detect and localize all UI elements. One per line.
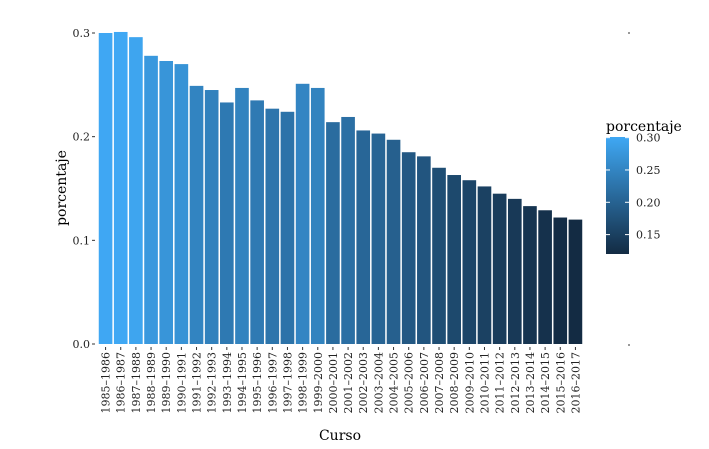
legend: porcentaje 0.15 0.20 0.25 0.30 (606, 119, 682, 254)
bar-1987–1988 (129, 37, 143, 345)
x-tick-label: 1990–1991 (175, 352, 188, 414)
x-tick-label: 2007–2008 (433, 352, 446, 414)
x-tick-label: 2016–2017 (569, 352, 582, 414)
x-tick-label: 1994–1995 (236, 352, 249, 414)
bar-2016–2017 (568, 219, 583, 344)
bar-1995–1996 (250, 100, 264, 344)
x-tick-label: 2008–2009 (448, 352, 461, 414)
x-tick-label: 2000–2001 (327, 352, 340, 414)
bar-1991–1992 (189, 85, 204, 345)
x-tick-label: 1988–1989 (145, 352, 158, 414)
x-tick-label: 2002–2003 (357, 352, 370, 414)
x-tick-label: 2005–2006 (403, 352, 416, 414)
bars-group (98, 31, 583, 345)
x-tick-label: 2010–2011 (478, 352, 491, 414)
x-tick-label: 1985–1986 (100, 352, 113, 414)
x-tick-label: 1987–1988 (130, 352, 143, 414)
bar-1999–2000 (310, 87, 325, 344)
bar-1986–1987 (113, 31, 128, 345)
bar-2006–2007 (417, 156, 431, 344)
bar-2003–2004 (371, 133, 386, 344)
x-tick-label: 2015–2016 (554, 352, 567, 414)
legend-title: porcentaje (606, 119, 682, 135)
x-tick-label: 1989–1990 (160, 352, 173, 414)
bar-2000–2001 (326, 122, 340, 345)
legend-tick-label: 0.15 (636, 229, 661, 242)
bar-2008–2009 (447, 175, 461, 344)
bar-2004–2005 (386, 139, 401, 344)
x-tick-label: 1992–1993 (206, 352, 219, 414)
bar-2012–2013 (507, 198, 522, 344)
y-tick-label: 0.0 (73, 338, 91, 351)
bar-2010–2011 (477, 186, 492, 344)
bar-2015–2016 (553, 217, 568, 344)
bar-1998–1999 (295, 83, 310, 345)
y-tick-label: 0.1 (73, 234, 91, 247)
legend-tick-label: 0.25 (636, 164, 661, 177)
x-tick-label: 1993–1994 (221, 352, 234, 414)
y-axis-title: porcentaje (54, 150, 70, 226)
x-tick-label: 2012–2013 (509, 352, 522, 414)
y-tick-label: 0.3 (73, 27, 91, 40)
x-tick-label: 1999–2000 (312, 352, 325, 414)
x-tick-label: 1997–1998 (281, 352, 294, 414)
bar-2007–2008 (432, 167, 446, 344)
x-tick-label: 1986–1987 (115, 352, 128, 414)
x-tick-label: 2003–2004 (372, 352, 385, 414)
y-tick-label: 0.2 (73, 131, 91, 144)
bar-2005–2006 (401, 152, 416, 344)
bar-1992–1993 (204, 90, 219, 345)
x-tick-label: 2004–2005 (388, 352, 401, 414)
x-axis: 1985–1986 1986–1987 1987–1988 1988–1989 1989… (100, 347, 582, 414)
legend-colorbar (606, 137, 629, 254)
bar-2011–2012 (492, 193, 507, 344)
bar-1988–1989 (144, 55, 158, 345)
x-tick-label: 2013–2014 (524, 352, 537, 414)
legend-tick-label: 0.20 (636, 196, 661, 209)
bar-2013–2014 (523, 206, 537, 344)
bar-1997–1998 (280, 111, 295, 344)
x-tick-label: 2011–2012 (494, 352, 507, 414)
x-tick-label: 2014–2015 (539, 352, 552, 414)
bar-2001–2002 (341, 116, 355, 344)
x-axis-title: Curso (319, 428, 361, 444)
x-tick-label: 1991–1992 (191, 352, 204, 414)
bar-1994–1995 (235, 87, 249, 344)
x-tick-label: 1996–1997 (266, 352, 279, 414)
bar-1996–1997 (265, 108, 280, 345)
x-tick-label: 2009–2010 (463, 352, 476, 414)
bar-1985–1986 (98, 33, 113, 344)
bar-2014–2015 (538, 210, 552, 344)
corner-marks (628, 32, 630, 346)
bar-1993–1994 (220, 102, 234, 345)
bar-1989–1990 (159, 60, 174, 345)
legend-ticks: 0.15 0.20 0.25 0.30 (606, 132, 661, 242)
x-tick-label: 1998–1999 (297, 352, 310, 414)
legend-tick-label: 0.30 (636, 132, 661, 145)
bar-2009–2010 (462, 180, 477, 344)
bar-1990–1991 (174, 64, 189, 344)
y-axis: 0.0 0.1 0.2 0.3 (73, 27, 95, 351)
x-tick-label: 2001–2002 (342, 352, 355, 414)
bar-2002–2003 (356, 130, 371, 344)
x-tick-label: 2006–2007 (418, 352, 431, 414)
x-tick-label: 1995–1996 (251, 352, 264, 414)
